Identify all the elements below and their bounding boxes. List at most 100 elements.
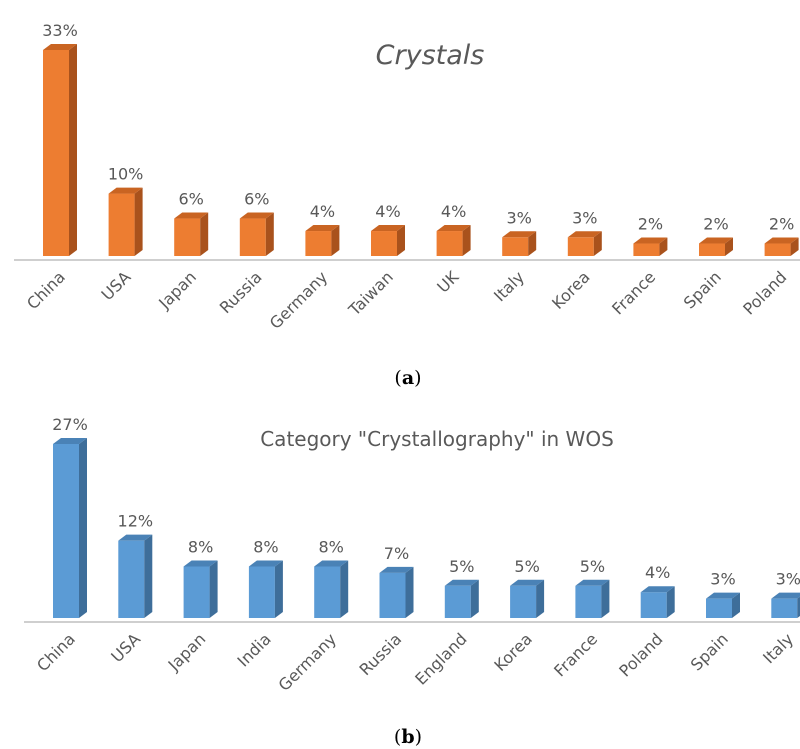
chart-b-bar-top — [314, 560, 349, 567]
chart-b-bar-top — [248, 560, 283, 567]
chart-a-bar-front — [43, 50, 69, 256]
chart-a-bar-top — [502, 231, 537, 238]
chart-b-value-label: 5% — [580, 557, 605, 576]
chart-a-category-label: France — [608, 267, 659, 318]
chart-a-bar-front — [108, 193, 135, 256]
chart-a-category-label: Korea — [548, 267, 594, 313]
chart-b-value-label: 3% — [710, 570, 735, 589]
chart-b-category-label: China — [33, 629, 79, 675]
chart-a-bar-side — [462, 225, 471, 256]
chart-b-bar-top — [640, 586, 675, 593]
chart-b-category-label: Spain — [687, 629, 732, 674]
chart-b-bar-front — [510, 585, 537, 618]
chart-b-value-label: 5% — [449, 557, 474, 576]
chart-b-category-label: India — [234, 629, 275, 670]
chart-a-caption: (a) — [394, 367, 421, 389]
chart-b-value-label: 8% — [319, 537, 344, 556]
chart-b-bar-top — [510, 579, 545, 586]
chart-b-bar-front — [444, 585, 471, 618]
chart-a-value-label: 2% — [638, 215, 663, 234]
chart-a-bar-top — [764, 237, 799, 244]
chart-a-value-label: 2% — [703, 215, 728, 234]
chart-a-bar-top — [43, 44, 77, 50]
chart-b-category-label: Italy — [759, 629, 797, 667]
chart-crystals: Crystals 33% China 10% USA 6% Japan 6% Russia 4%… — [14, 21, 800, 389]
chart-b-value-label: 3% — [776, 570, 800, 589]
chart-b-category-label: England — [411, 629, 470, 688]
chart-b-value-label: 12% — [118, 512, 154, 531]
chart-a-bar-front — [633, 243, 660, 256]
chart-b-value-label: 8% — [188, 537, 213, 556]
chart-b-title: Category "Crystallography" in WOS — [260, 427, 614, 451]
chart-a-bar-top — [436, 225, 471, 232]
chart-a-value-label: 6% — [244, 190, 269, 209]
chart-a-bar-front — [764, 243, 791, 256]
chart-a-category-label: Spain — [680, 267, 725, 312]
chart-a-bar — [436, 225, 471, 256]
chart-b-bar-top — [53, 438, 87, 444]
chart-a-bar — [633, 237, 668, 256]
chart-b-bar — [118, 534, 153, 618]
chart-b-category-label: Poland — [615, 629, 666, 680]
chart-b-value-label: 5% — [514, 557, 539, 576]
chart-a-bar-top — [371, 225, 405, 232]
chart-b-category-label: Japan — [164, 629, 210, 675]
chart-a-bar-front — [239, 218, 266, 256]
chart-b-bar-side — [666, 586, 675, 618]
chart-a-category-label: Taiwan — [344, 267, 397, 320]
chart-b-bar — [640, 586, 675, 618]
chart-a-bar-top — [699, 237, 733, 244]
chart-a-category-label: Poland — [739, 267, 790, 318]
chart-a-bar — [305, 225, 340, 256]
chart-a-bar-side — [265, 212, 274, 256]
chart-a-bar-front — [305, 231, 332, 256]
chart-b-bar — [314, 560, 349, 618]
chart-a-value-label: 4% — [310, 202, 335, 221]
chart-b-bar-side — [209, 560, 218, 618]
chart-a-value-label: 4% — [441, 202, 466, 221]
chart-b-caption: (b) — [394, 726, 422, 748]
chart-a-title: Crystals — [376, 40, 485, 71]
chart-b-bar — [379, 566, 414, 618]
chart-a-bar-top — [305, 225, 340, 232]
chart-a-value-label: 33% — [42, 21, 78, 40]
chart-a-bar — [502, 231, 537, 256]
chart-b-bar-top — [379, 566, 414, 573]
chart-b-bar-front — [314, 566, 341, 618]
chart-b-bar — [771, 592, 800, 618]
chart-b-bar-side — [274, 560, 283, 618]
chart-b-bar-front — [771, 598, 798, 618]
chart-a-bar-front — [699, 243, 725, 256]
chart-b-bar-top — [183, 560, 218, 567]
chart-a-bar-front — [502, 237, 529, 256]
chart-a-category-label: USA — [98, 267, 135, 304]
chart-a-bar-front — [567, 237, 594, 256]
chart-b-bar-top — [575, 579, 610, 586]
chart-b-bar-front — [248, 566, 275, 618]
chart-a-bar — [108, 187, 143, 256]
chart-a-bar-side — [397, 225, 405, 256]
chart-a-category-label: UK — [433, 267, 462, 296]
chart-b-bar-front — [118, 540, 145, 618]
chart-b-bar-front — [640, 592, 667, 618]
chart-b-bar — [183, 560, 218, 618]
chart-a-bar-front — [174, 218, 201, 256]
chart-b-bar — [706, 592, 740, 618]
chart-b-value-label: 4% — [645, 563, 670, 582]
chart-b-bar-top — [706, 592, 740, 599]
chart-b-bar-side — [405, 566, 414, 618]
chart-b-bar-front — [706, 598, 732, 618]
chart-b-bar — [444, 579, 479, 618]
chart-a-category-label: Germany — [266, 267, 331, 332]
chart-a-bar — [567, 231, 602, 256]
chart-a-category-label: Russia — [216, 267, 266, 317]
chart-b-bar-side — [340, 560, 349, 618]
chart-a-bar-top — [567, 231, 602, 238]
chart-b-bar-side — [601, 579, 610, 618]
chart-a-bar — [699, 237, 733, 256]
chart-a-category-label: Italy — [490, 267, 528, 305]
chart-b-bar — [248, 560, 283, 618]
chart-b-bar-side — [79, 438, 87, 618]
chart-b-category-label: Russia — [355, 629, 405, 679]
chart-a-value-label: 4% — [375, 202, 400, 221]
